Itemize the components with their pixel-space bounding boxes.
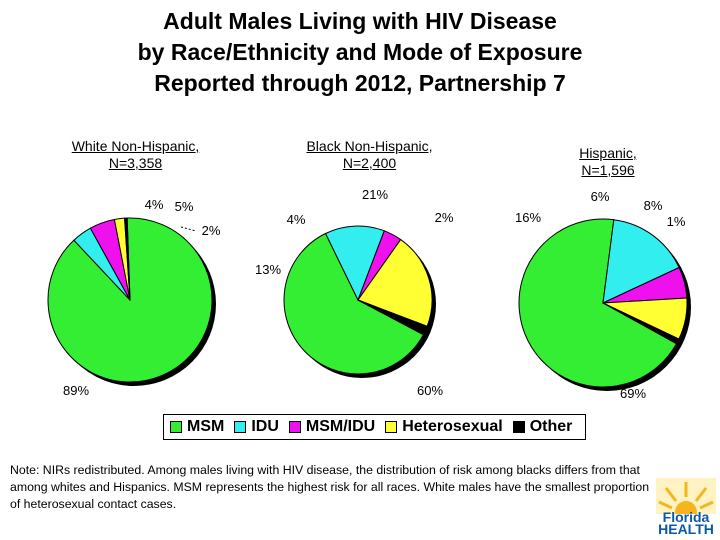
data-label-hispanic-idu: 16% xyxy=(515,210,541,225)
data-label-black-heterosexual: 21% xyxy=(362,187,388,202)
data-label-white-heterosexual: 2% xyxy=(202,223,221,238)
pie-subtitle-white-line-1: White Non-Hispanic, xyxy=(71,138,200,154)
legend-label-other: Other xyxy=(529,418,573,435)
legend-label-msm-idu: MSM/IDU xyxy=(305,418,376,435)
logo-line-2: HEALTH xyxy=(658,521,714,537)
pie-subtitle-white-line-2: N=3,358 xyxy=(108,155,163,171)
data-label-hispanic-msm: 69% xyxy=(620,386,646,401)
title-line-2: by Race/Ethnicity and Mode of Exposure xyxy=(137,39,583,65)
legend-swatch-heterosexual xyxy=(385,421,398,433)
florida-health-logo: Florida HEALTH xyxy=(656,478,716,536)
legend: MSM IDU MSM/IDU Heterosexual Other xyxy=(163,414,586,440)
legend-item-idu: IDU xyxy=(234,418,279,436)
pie-slice-black-heterosexual xyxy=(357,238,433,327)
data-label-hispanic-heterosexual: 8% xyxy=(644,198,663,213)
logo-line-1: Florida xyxy=(662,509,710,525)
pie-slice-black-idu xyxy=(324,225,385,302)
legend-swatch-msm xyxy=(170,421,182,433)
legend-label-idu: IDU xyxy=(251,418,279,435)
data-label-black-msm-idu: 4% xyxy=(287,212,306,227)
pie-subtitle-black-line-1: Black Non-Hispanic, xyxy=(306,138,433,154)
legend-item-msm-idu: MSM/IDU xyxy=(288,418,376,436)
pie-slice-white-other xyxy=(124,217,131,301)
title-line-3: Reported through 2012, Partnership 7 xyxy=(154,70,566,96)
pie-subtitle-hispanic: Hispanic, N=1,596 xyxy=(548,145,668,179)
data-label-black-idu: 13% xyxy=(255,262,281,277)
footnote: Note: NIRs redistributed. Among males li… xyxy=(10,463,650,511)
pie-slice-hispanic-idu xyxy=(602,219,680,304)
legend-item-heterosexual: Heterosexual xyxy=(385,418,503,436)
pie-subtitle-hispanic-line-1: Hispanic, xyxy=(579,145,637,161)
pie-slice-black-other xyxy=(357,299,428,336)
legend-swatch-idu xyxy=(234,421,247,433)
legend-item-msm: MSM xyxy=(170,418,224,436)
pie-subtitle-black: Black Non-Hispanic, N=2,400 xyxy=(292,138,447,172)
pie-subtitle-white: White Non-Hispanic, N=3,358 xyxy=(58,138,213,172)
data-label-white-msm: 89% xyxy=(63,383,89,398)
leader-line-white-heterosexual xyxy=(180,226,197,232)
data-label-hispanic-other: 1% xyxy=(667,214,686,229)
data-label-black-msm: 60% xyxy=(417,383,443,398)
data-label-hispanic-msm-idu: 6% xyxy=(591,189,610,204)
pie-subtitle-black-line-2: N=2,400 xyxy=(342,155,397,171)
legend-label-msm: MSM xyxy=(187,418,225,435)
pie-slice-hispanic-other xyxy=(602,302,680,345)
data-label-white-msm-idu: 5% xyxy=(175,199,194,214)
legend-swatch-msm-idu xyxy=(288,421,301,433)
chart-title: Adult Males Living with HIV Disease by R… xyxy=(0,6,720,99)
legend-item-other: Other xyxy=(512,418,573,436)
pie-subtitle-hispanic-line-2: N=1,596 xyxy=(581,162,635,178)
legend-label-heterosexual: Heterosexual xyxy=(402,418,503,435)
data-label-black-other: 2% xyxy=(435,210,454,225)
pie-slice-black-msm xyxy=(283,232,425,375)
pie-slice-hispanic-msm xyxy=(518,218,678,388)
legend-swatch-other xyxy=(512,421,525,433)
data-label-white-idu: 4% xyxy=(145,197,164,212)
title-line-1: Adult Males Living with HIV Disease xyxy=(163,8,557,34)
